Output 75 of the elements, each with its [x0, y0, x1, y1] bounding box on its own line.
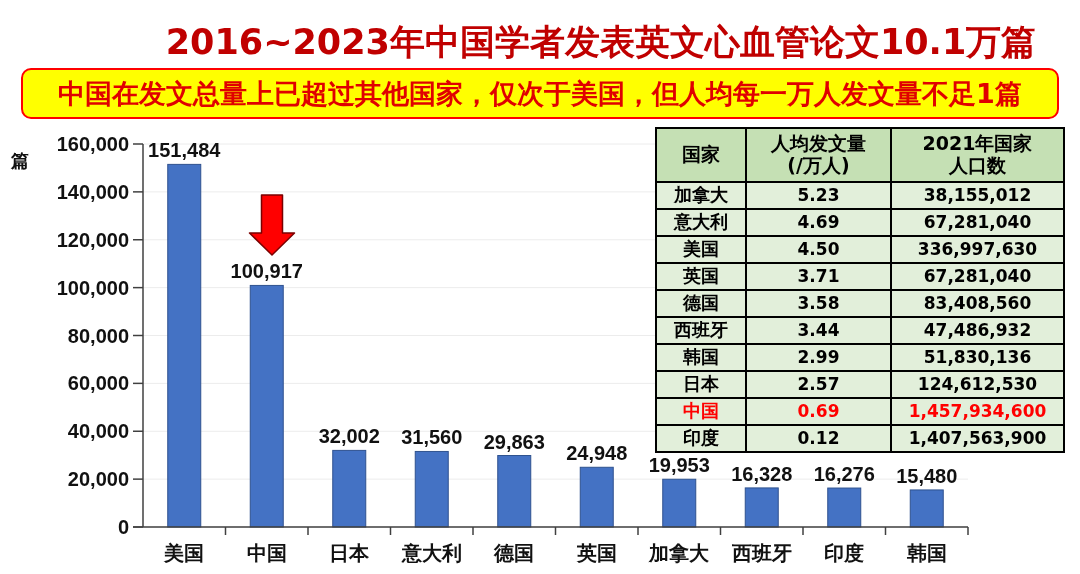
annotation: 83,408,560: [923, 292, 1032, 313]
x-tick-label: 印度: [824, 541, 865, 565]
y-tick-label: 0: [117, 516, 129, 538]
data-label: 16,328: [731, 462, 793, 485]
bar: [662, 478, 697, 528]
annotation: 国家: [681, 143, 721, 166]
annotation: 1,457,934,600: [908, 400, 1047, 421]
x-tick-label: 韩国: [905, 541, 947, 565]
annotation: 人均发文量(/万人): [770, 132, 867, 177]
annotation: 5.23: [797, 184, 840, 205]
bar: [909, 489, 944, 528]
bar: [579, 466, 614, 528]
x-tick-label: 意大利: [400, 541, 462, 565]
data-label: 15,480: [896, 464, 958, 487]
x-tick-label: 美国: [163, 541, 205, 565]
annotation: 美国: [683, 238, 719, 260]
x-tick-label: 西班牙: [730, 541, 792, 565]
annotation: 67,281,040: [923, 265, 1032, 286]
annotation: 日本: [683, 373, 719, 395]
data-label: 24,948: [566, 442, 628, 465]
y-tick-label: 120,000: [56, 228, 129, 251]
annotation: 韩国: [683, 346, 719, 368]
bar: [167, 163, 202, 528]
bar: [497, 455, 532, 528]
x-tick-label: 中国: [246, 541, 287, 565]
annotation: 2021年国家人口数: [921, 132, 1034, 177]
bar: [249, 284, 284, 528]
y-tick-label: 140,000: [56, 180, 129, 203]
annotation: 3.71: [797, 265, 840, 286]
annotation: 印度: [683, 427, 719, 449]
data-label: 19,953: [648, 454, 710, 477]
x-tick-label: 英国: [575, 541, 617, 565]
data-label: 16,276: [813, 463, 875, 486]
data-label: 100,917: [230, 260, 303, 283]
annotation: 2.57: [797, 373, 840, 394]
data-label: 151,484: [148, 139, 222, 162]
annotation: 47,486,932: [923, 319, 1032, 340]
chart-title: 2016~2023年中国学者发表英文心血管论文10.1万篇: [165, 22, 1037, 62]
annotation: 0.12: [797, 427, 840, 448]
annotation: 336,997,630: [917, 238, 1038, 259]
annotation: 124,612,530: [917, 373, 1038, 394]
annotation: 德国: [683, 292, 719, 314]
annotation: 38,155,012: [923, 184, 1032, 205]
x-tick-label: 德国: [493, 541, 535, 565]
bar: [744, 487, 779, 528]
data-label: 29,863: [483, 430, 545, 453]
annotation: 西班牙: [674, 319, 728, 341]
annotation: 意大利: [674, 211, 728, 233]
y-tick-label: 160,000: [56, 133, 129, 155]
bar: [414, 450, 449, 528]
x-tick-label: 日本: [329, 541, 371, 565]
annotation: 4.69: [797, 211, 840, 232]
annotation: 0.69: [797, 400, 840, 421]
y-tick-label: 60,000: [67, 372, 129, 395]
y-tick-label: 40,000: [67, 420, 129, 443]
annotation: 4.50: [797, 238, 840, 259]
y-axis-title: 篇: [10, 150, 29, 171]
x-tick-label: 加拿大: [648, 541, 711, 565]
annotation: 67,281,040: [923, 211, 1032, 232]
annotation: 加拿大: [674, 184, 728, 206]
bar: [332, 449, 367, 528]
annotation: 3.44: [797, 319, 840, 340]
annotation: 英国: [683, 265, 719, 287]
data-label: 31,560: [401, 426, 463, 449]
bar: [827, 487, 862, 528]
annotation: 2.99: [797, 346, 840, 367]
y-tick-label: 100,000: [56, 276, 129, 299]
annotation: 中国: [683, 400, 719, 422]
data-label: 32,002: [318, 425, 380, 448]
y-tick-label: 80,000: [67, 324, 129, 347]
chart-subtitle: 中国在发文总量上已超过其他国家，仅次于美国，但人均每一万人发文量不足1篇: [58, 78, 1022, 109]
annotation: 51,830,136: [923, 346, 1032, 367]
annotation: 1,407,563,900: [908, 427, 1047, 448]
annotation: 3.58: [797, 292, 840, 313]
y-tick-label: 20,000: [67, 468, 129, 491]
